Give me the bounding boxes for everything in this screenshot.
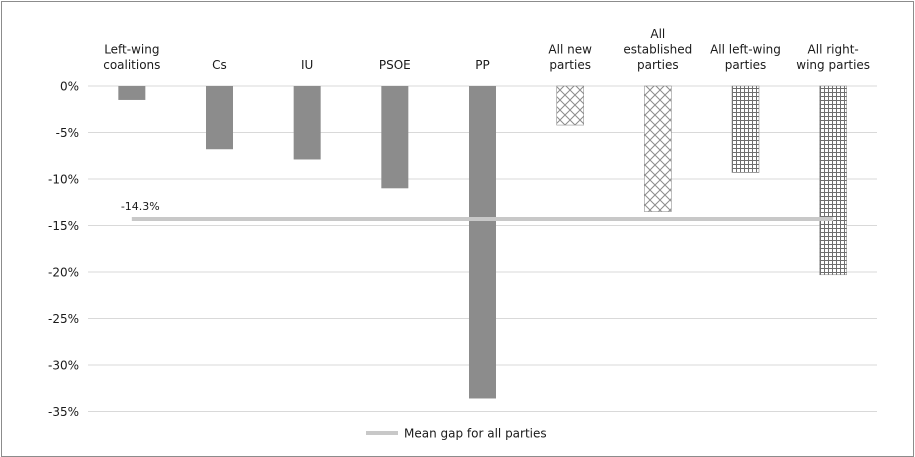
x-category-label: PP [475,58,489,72]
x-category-label: All right- [808,43,859,57]
x-category-label: wing parties [796,58,870,72]
x-category-label: All new [548,43,592,57]
bar [731,85,760,173]
y-tick-label: -25% [48,312,79,326]
x-category-label: PSOE [379,58,411,72]
bar [644,85,672,212]
bar [118,86,146,100]
y-tick-label: -15% [48,219,79,233]
legend-label: Mean gap for all parties [404,427,547,441]
y-tick-label: -35% [48,405,79,419]
y-tick-label: 0% [60,80,79,94]
y-tick-label: -30% [48,359,79,373]
x-category-label: All [650,27,665,41]
x-category-label: Left-wing [104,43,159,57]
mean-gap-value-label: -14.3% [121,200,160,213]
bar [469,86,496,399]
bar [556,85,584,126]
bar [293,86,321,160]
x-category-label: parties [549,58,591,72]
x-category-label: Cs [212,58,227,72]
bar [381,86,409,189]
y-tick-label: -5% [56,126,79,140]
legend: Mean gap for all parties [366,427,547,441]
bar [206,86,233,150]
x-category-label: coalitions [103,58,160,72]
bar [819,85,847,276]
mean-gap-line-group: -14.3% [121,200,834,221]
y-tick-label: -10% [48,173,79,187]
bars [118,85,847,399]
x-category-label: All left-wing [710,43,781,57]
x-category-label: parties [637,58,679,72]
x-category-label: IU [301,58,313,72]
y-axis: 0% -5% -10% -15% -20% -25% -30% -35% [48,80,79,420]
x-category-label: established [623,43,692,57]
y-tick-label: -20% [48,266,79,280]
x-category-label: parties [725,58,767,72]
